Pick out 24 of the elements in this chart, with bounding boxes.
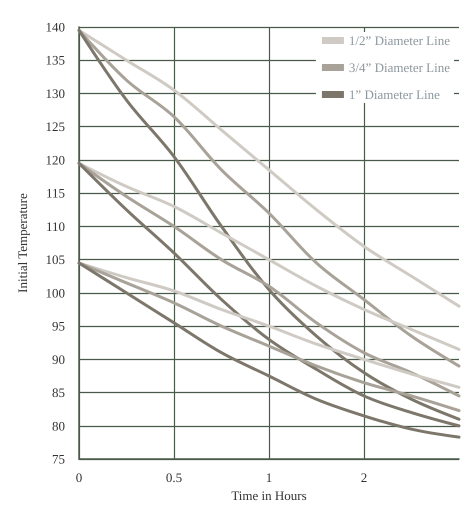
y-tick-label: 100 [46, 285, 65, 300]
y-tick-label: 95 [52, 318, 65, 334]
x-axis-title: Time in Hours [231, 488, 307, 503]
y-tick-label: 110 [46, 218, 65, 234]
y-tick-label: 105 [46, 252, 65, 268]
y-tick-label: 115 [46, 186, 65, 201]
legend-label: 1/2” Diameter Line [348, 33, 450, 48]
y-tick-label: 85 [52, 385, 65, 400]
y-tick-label: 135 [46, 52, 65, 68]
y-tick-label: 130 [46, 86, 65, 101]
x-tick-label: 0 [76, 470, 82, 486]
y-tick-label: 80 [52, 418, 65, 434]
y-axis-title: Initial Temperature [15, 193, 30, 293]
y-tick-label: 140 [46, 20, 65, 34]
y-tick-label: 90 [52, 352, 65, 367]
line-series [78, 162, 460, 351]
y-tick-label: 75 [52, 452, 65, 467]
y-tick-label: 120 [46, 152, 65, 168]
legend-label: 3/4” Diameter Line [348, 60, 450, 75]
x-tick-label: 2 [360, 470, 368, 486]
x-tick-label: 0.5 [166, 470, 182, 486]
x-tick-label: 1 [266, 470, 272, 486]
legend-label: 1” Diameter Line [348, 87, 440, 102]
y-tick-label: 125 [46, 119, 65, 134]
